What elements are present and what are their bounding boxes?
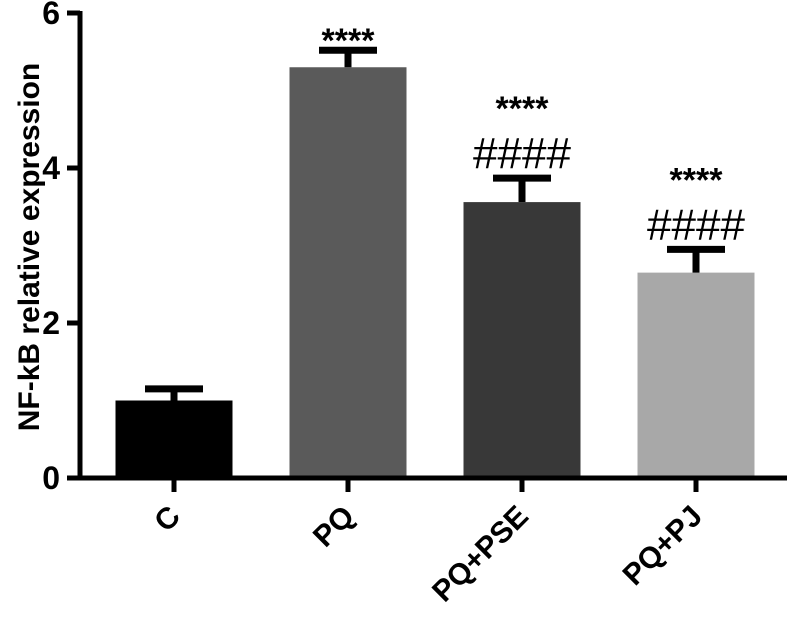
x-tick-label: PQ+PSE bbox=[426, 500, 535, 609]
bar-c bbox=[115, 400, 233, 478]
significance-stars: **** bbox=[670, 161, 724, 199]
x-tick-label: C bbox=[148, 500, 187, 539]
y-tick-label: 6 bbox=[42, 0, 60, 31]
bars: ****####****####**** bbox=[115, 22, 755, 478]
x-tick-label: PQ+PJ bbox=[617, 500, 709, 592]
bar-pq bbox=[289, 67, 407, 478]
y-tick-label: 0 bbox=[42, 460, 60, 496]
x-axis: C PQ PQ+PSE PQ+PJ bbox=[78, 475, 787, 609]
x-tick-label: PQ bbox=[307, 500, 361, 554]
y-tick-label: 4 bbox=[42, 150, 60, 186]
bar-pq-pj bbox=[637, 272, 755, 478]
y-tick-label: 2 bbox=[42, 305, 60, 341]
y-axis: 0 2 4 6 bbox=[42, 0, 83, 496]
significance-hash: #### bbox=[647, 200, 745, 249]
bar-pq-pse bbox=[463, 202, 581, 478]
significance-stars: **** bbox=[322, 22, 376, 60]
significance-stars: **** bbox=[496, 90, 550, 128]
significance-hash: #### bbox=[473, 129, 571, 178]
